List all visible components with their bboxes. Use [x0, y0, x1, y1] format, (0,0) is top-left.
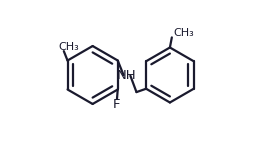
Text: CH₃: CH₃: [58, 42, 78, 52]
Text: CH₃: CH₃: [173, 28, 194, 38]
Text: F: F: [113, 98, 121, 111]
Text: NH: NH: [117, 69, 137, 81]
